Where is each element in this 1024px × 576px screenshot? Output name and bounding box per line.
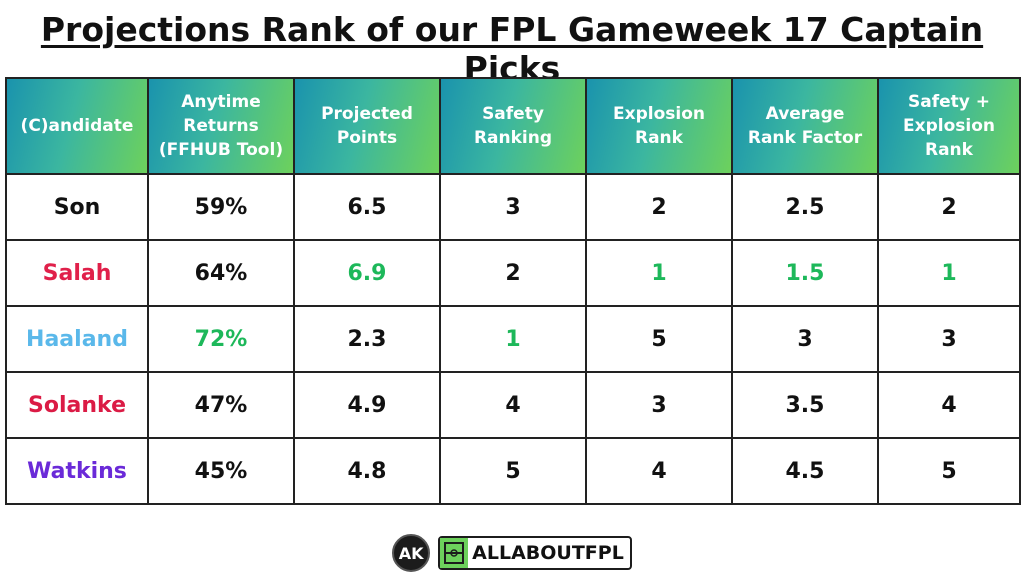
projected-points-cell: 2.3 bbox=[293, 305, 441, 373]
safety-explosion-rank-cell: 2 bbox=[877, 173, 1021, 241]
safety-explosion-rank-cell: 3 bbox=[877, 305, 1021, 373]
anytime-returns-cell: 59% bbox=[147, 173, 295, 241]
explosion-rank-cell: 5 bbox=[585, 305, 733, 373]
explosion-rank-cell: 4 bbox=[585, 437, 733, 505]
header-anytime-returns: Anytime Returns (FFHUB Tool) bbox=[147, 77, 295, 175]
average-rank-factor-cell: 1.5 bbox=[731, 239, 879, 307]
table-row: Solanke 47% 4.9 4 3 3.5 4 bbox=[5, 371, 1021, 439]
anytime-returns-cell: 47% bbox=[147, 371, 295, 439]
explosion-rank-cell: 1 bbox=[585, 239, 733, 307]
candidate-name: Haaland bbox=[5, 305, 149, 373]
average-rank-factor-cell: 2.5 bbox=[731, 173, 879, 241]
anytime-returns-cell: 72% bbox=[147, 305, 295, 373]
safety-ranking-cell: 2 bbox=[439, 239, 587, 307]
projected-points-cell: 6.9 bbox=[293, 239, 441, 307]
projected-points-cell: 6.5 bbox=[293, 173, 441, 241]
captain-picks-table: (C)andidate Anytime Returns (FFHUB Tool)… bbox=[5, 77, 1021, 505]
allaboutfpl-logo: ALLABOUTFPL bbox=[438, 536, 632, 570]
header-safety-explosion-rank: Safety + Explosion Rank bbox=[877, 77, 1021, 175]
safety-explosion-rank-cell: 4 bbox=[877, 371, 1021, 439]
table-row: Son 59% 6.5 3 2 2.5 2 bbox=[5, 173, 1021, 241]
safety-ranking-cell: 3 bbox=[439, 173, 587, 241]
candidate-name: Salah bbox=[5, 239, 149, 307]
table-row: Haaland 72% 2.3 1 5 3 3 bbox=[5, 305, 1021, 373]
projected-points-cell: 4.9 bbox=[293, 371, 441, 439]
projected-points-cell: 4.8 bbox=[293, 437, 441, 505]
header-row: (C)andidate Anytime Returns (FFHUB Tool)… bbox=[5, 77, 1021, 175]
table-row: Watkins 45% 4.8 5 4 4.5 5 bbox=[5, 437, 1021, 505]
pitch-icon bbox=[440, 538, 469, 568]
table-row: Salah 64% 6.9 2 1 1.5 1 bbox=[5, 239, 1021, 307]
candidate-name: Solanke bbox=[5, 371, 149, 439]
safety-explosion-rank-cell: 5 bbox=[877, 437, 1021, 505]
explosion-rank-cell: 2 bbox=[585, 173, 733, 241]
candidate-name: Son bbox=[5, 173, 149, 241]
average-rank-factor-cell: 4.5 bbox=[731, 437, 879, 505]
safety-ranking-cell: 5 bbox=[439, 437, 587, 505]
header-projected-points: Projected Points bbox=[293, 77, 441, 175]
candidate-name: Watkins bbox=[5, 437, 149, 505]
ak-logo: AK bbox=[392, 534, 431, 572]
page-title: Projections Rank of our FPL Gameweek 17 … bbox=[0, 10, 1024, 88]
header-average-rank-factor: Average Rank Factor bbox=[731, 77, 879, 175]
safety-ranking-cell: 1 bbox=[439, 305, 587, 373]
anytime-returns-cell: 64% bbox=[147, 239, 295, 307]
page-title-text: Projections Rank of our FPL Gameweek 17 … bbox=[40, 10, 984, 88]
footer-branding: AK ALLABOUTFPL bbox=[0, 533, 1024, 573]
average-rank-factor-cell: 3 bbox=[731, 305, 879, 373]
explosion-rank-cell: 3 bbox=[585, 371, 733, 439]
brand-text: ALLABOUTFPL bbox=[472, 542, 624, 564]
header-explosion-rank: Explosion Rank bbox=[585, 77, 733, 175]
header-candidate: (C)andidate bbox=[5, 77, 149, 175]
header-safety-ranking: Safety Ranking bbox=[439, 77, 587, 175]
anytime-returns-cell: 45% bbox=[147, 437, 295, 505]
safety-explosion-rank-cell: 1 bbox=[877, 239, 1021, 307]
average-rank-factor-cell: 3.5 bbox=[731, 371, 879, 439]
safety-ranking-cell: 4 bbox=[439, 371, 587, 439]
